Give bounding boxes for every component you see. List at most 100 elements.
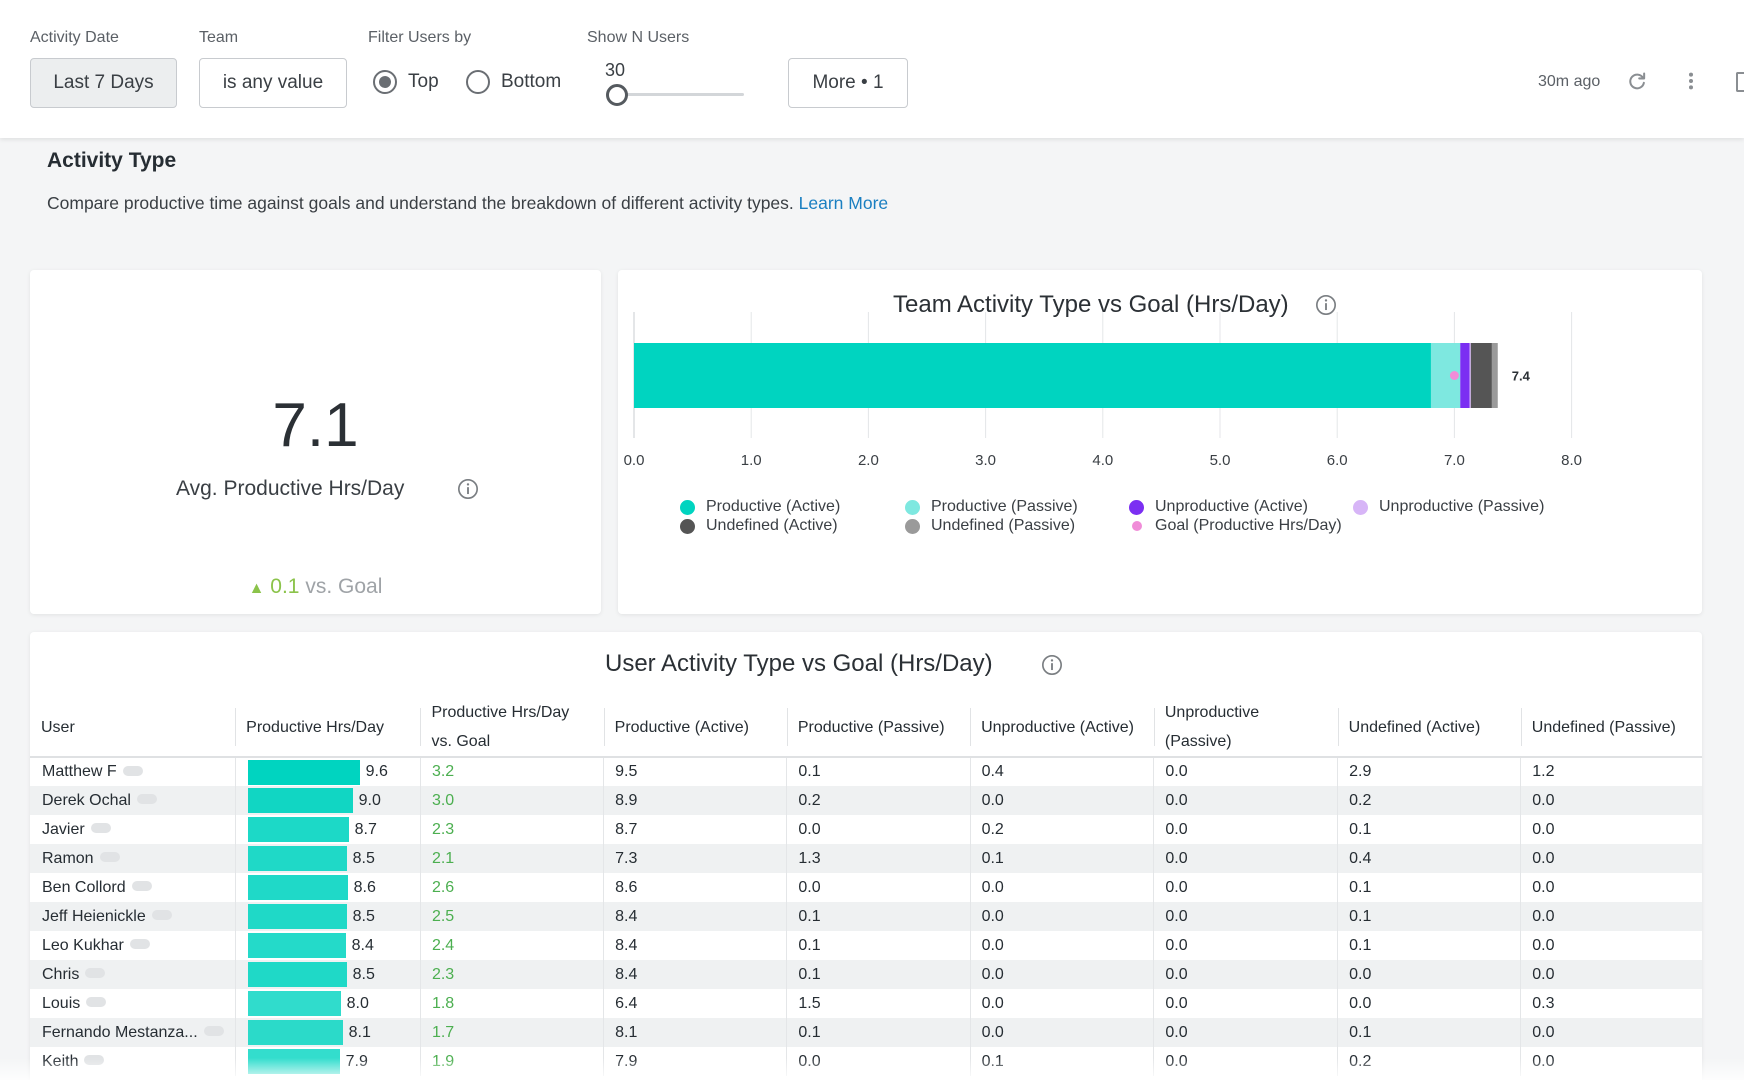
productive-active-cell: 8.4 <box>603 931 787 960</box>
table-row[interactable]: Leo Kukhar 8.4 2.4 8.4 0.1 0.0 0.0 0.1 0.0 <box>30 931 1702 960</box>
user-cell[interactable]: Louis <box>30 989 235 1018</box>
undefined-active-cell: 0.1 <box>1337 902 1521 931</box>
column-header-productive[interactable]: Productive Hrs/Day <box>235 698 421 758</box>
panel-edge-icon[interactable] <box>1736 72 1744 92</box>
legend-item[interactable]: Productive (Active) <box>680 498 840 516</box>
column-header-vs-goal[interactable]: Productive Hrs/Day vs. Goal <box>420 698 604 758</box>
unproductive-active-cell: 0.1 <box>969 1047 1154 1076</box>
user-cell[interactable]: Javier <box>30 815 235 844</box>
vs-goal-cell: 2.6 <box>419 873 604 902</box>
user-cell[interactable]: Leo Kukhar <box>30 931 235 960</box>
table-row[interactable]: Fernando Mestanza... 8.1 1.7 8.1 0.1 0.0 0.0 0.… <box>30 1018 1702 1047</box>
productive-active-cell: 8.4 <box>603 902 787 931</box>
table-row[interactable]: Ben Collord 8.6 2.6 8.6 0.0 0.0 0.0 0.1 0.0 <box>30 873 1702 902</box>
info-icon[interactable] <box>1041 654 1063 676</box>
user-badge <box>99 852 120 863</box>
user-name[interactable]: Matthew F <box>42 763 117 780</box>
legend-item[interactable]: Unproductive (Active) <box>1129 498 1308 516</box>
legend-swatch <box>680 518 695 534</box>
productive-active-cell: 8.7 <box>603 815 787 844</box>
x-tick-label: 0.0 <box>624 452 645 469</box>
productive-bar <box>247 962 347 987</box>
refresh-icon[interactable] <box>1626 70 1648 92</box>
learn-more-link[interactable]: Learn More <box>798 193 889 213</box>
more-vertical-icon[interactable] <box>1680 70 1702 92</box>
user-name[interactable]: Ramon <box>42 849 94 867</box>
kpi-value: 7.1 <box>272 391 359 460</box>
table-row[interactable]: Jeff Heienickle 8.5 2.5 8.4 0.1 0.0 0.0 0.1 0.0 <box>30 902 1702 931</box>
user-name[interactable]: Jeff Heienickle <box>42 907 146 925</box>
user-activity-table-card: User Activity Type vs Goal (Hrs/Day) Use… <box>30 632 1702 1080</box>
user-name[interactable]: Fernando Mestanza... <box>42 1023 198 1041</box>
productive-passive-cell: 1.3 <box>786 844 971 873</box>
show-n-users-slider-track[interactable] <box>617 93 744 96</box>
undefined-active-cell: 0.1 <box>1337 1018 1521 1047</box>
show-n-users-slider-thumb[interactable] <box>606 84 628 106</box>
user-cell[interactable]: Ben Collord <box>30 873 235 902</box>
user-name[interactable]: Javier <box>42 820 85 838</box>
unproductive-passive-cell: 0.0 <box>1153 989 1338 1018</box>
info-icon[interactable] <box>1315 294 1337 316</box>
radio-top[interactable]: Top <box>373 70 439 94</box>
legend-item[interactable]: Undefined (Active) <box>680 517 838 535</box>
vs-goal-cell: 3.2 <box>419 757 604 786</box>
undefined-active-cell: 0.0 <box>1337 989 1521 1018</box>
user-cell[interactable]: Derek Ochal <box>30 786 236 815</box>
legend-item[interactable]: Goal (Productive Hrs/Day) <box>1129 517 1342 535</box>
legend-item[interactable]: Unproductive (Passive) <box>1353 498 1544 516</box>
column-header-undefined-passive[interactable]: Undefined (Passive) <box>1520 698 1702 758</box>
vs-goal-cell: 2.5 <box>419 902 604 931</box>
column-header-undefined-active[interactable]: Undefined (Active) <box>1337 698 1521 758</box>
user-badge <box>136 794 157 805</box>
legend-item[interactable]: Undefined (Passive) <box>905 517 1075 535</box>
column-header-productive-active[interactable]: Productive (Active) <box>603 698 787 758</box>
user-name[interactable]: Louis <box>42 994 81 1012</box>
info-icon[interactable] <box>457 478 479 500</box>
more-filters-button[interactable]: More • 1 <box>788 58 908 108</box>
x-tick-label: 8.0 <box>1561 452 1582 469</box>
column-header-productive-passive[interactable]: Productive (Passive) <box>786 698 971 758</box>
undefined-passive-cell: 0.3 <box>1520 989 1702 1018</box>
user-name[interactable]: Ben Collord <box>42 878 126 896</box>
table-row[interactable]: Matthew F 9.6 3.2 9.5 0.1 0.4 0.0 2.9 1.2 <box>30 757 1702 786</box>
user-cell[interactable]: Jeff Heienickle <box>30 902 236 931</box>
legend-label: Productive (Active) <box>706 498 841 515</box>
table-row[interactable]: Louis 8.0 1.8 6.4 1.5 0.0 0.0 0.0 0.3 <box>30 989 1702 1018</box>
column-header-unproductive-active[interactable]: Unproductive (Active) <box>970 698 1154 758</box>
undefined-passive-cell: 0.0 <box>1520 844 1702 873</box>
team-filter-button[interactable]: is any value <box>199 58 347 108</box>
user-name[interactable]: Keith <box>42 1052 79 1070</box>
table-row[interactable]: Javier 8.7 2.3 8.7 0.0 0.2 0.0 0.1 0.0 <box>30 815 1702 844</box>
user-cell[interactable]: Matthew F <box>30 757 235 786</box>
productive-cell: 8.7 <box>234 815 421 844</box>
unproductive-passive-cell: 0.0 <box>1153 1047 1338 1076</box>
unproductive-passive-cell: 0.0 <box>1153 902 1338 931</box>
table-row[interactable]: Ramon 8.5 2.1 7.3 1.3 0.1 0.0 0.4 0.0 <box>30 844 1702 873</box>
column-header-unproductive-passive[interactable]: Unproductive (Passive) <box>1153 698 1338 758</box>
table-row[interactable]: Keith 7.9 1.9 7.9 0.0 0.1 0.0 0.2 0.0 <box>30 1047 1702 1076</box>
productive-active-cell: 7.3 <box>603 844 787 873</box>
user-name[interactable]: Chris <box>42 965 80 983</box>
user-cell[interactable]: Keith <box>30 1047 235 1076</box>
productive-value: 8.4 <box>351 936 374 954</box>
goal-marker <box>1449 371 1459 380</box>
user-badge <box>129 939 150 950</box>
radio-bottom-indicator <box>466 70 490 94</box>
undefined-passive-cell: 0.0 <box>1520 960 1702 989</box>
radio-bottom[interactable]: Bottom <box>466 70 561 94</box>
user-cell[interactable]: Ramon <box>30 844 236 873</box>
legend-item[interactable]: Productive (Passive) <box>905 498 1078 516</box>
chart-title: Team Activity Type vs Goal (Hrs/Day) <box>893 291 1289 318</box>
table-row[interactable]: Derek Ochal 9.0 3.0 8.9 0.2 0.0 0.0 0.2 0.0 <box>30 786 1702 815</box>
undefined-active-cell: 0.2 <box>1337 786 1521 815</box>
productive-bar <box>247 933 346 958</box>
user-cell[interactable]: Fernando Mestanza... <box>30 1018 236 1047</box>
unproductive-passive-cell: 0.0 <box>1153 757 1338 786</box>
user-cell[interactable]: Chris <box>30 960 236 989</box>
team-label: Team <box>199 29 239 46</box>
table-row[interactable]: Chris 8.5 2.3 8.4 0.1 0.0 0.0 0.0 0.0 <box>30 960 1702 989</box>
column-header-user[interactable]: User <box>30 698 236 758</box>
user-name[interactable]: Derek Ochal <box>42 791 131 809</box>
activity-date-filter-button[interactable]: Last 7 Days <box>30 58 177 108</box>
user-name[interactable]: Leo Kukhar <box>42 936 124 954</box>
